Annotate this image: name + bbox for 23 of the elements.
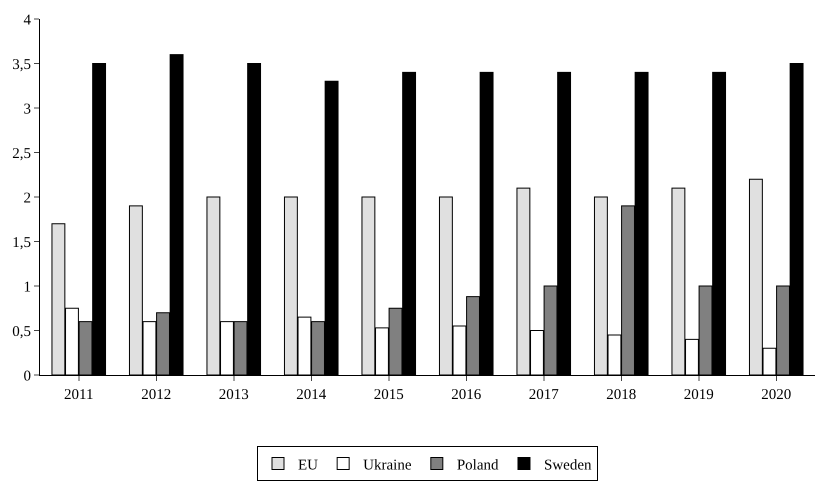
x-tick-label: 2013 — [218, 387, 249, 403]
y-tick-label: 4 — [24, 12, 32, 28]
x-tick-label: 2018 — [606, 387, 636, 403]
x-tick-label: 2011 — [64, 387, 94, 403]
x-tick-label: 2016 — [451, 387, 482, 403]
legend-label: EU — [298, 457, 318, 474]
x-tick-label: 2020 — [761, 387, 792, 403]
legend-label: Ukraine — [363, 457, 412, 474]
y-tick-label: 0,5 — [12, 324, 31, 340]
y-tick-label: 1,5 — [12, 234, 31, 251]
x-tick-label: 2012 — [141, 387, 172, 403]
y-tick-label: 2 — [24, 190, 31, 206]
x-tick-label: 2014 — [296, 387, 327, 403]
x-tick-label: 2017 — [528, 387, 560, 403]
y-tick-label: 1 — [24, 279, 31, 296]
legend-label: Sweden — [544, 457, 592, 474]
x-tick-label: 2019 — [684, 387, 714, 403]
y-tick-label: 3,5 — [12, 56, 31, 73]
legend-label: Poland — [456, 457, 499, 474]
y-tick-label: 2,5 — [12, 146, 31, 162]
x-tick-label: 2015 — [374, 387, 404, 403]
y-tick-label: 3 — [24, 101, 31, 118]
y-tick-label: 0 — [24, 368, 31, 384]
